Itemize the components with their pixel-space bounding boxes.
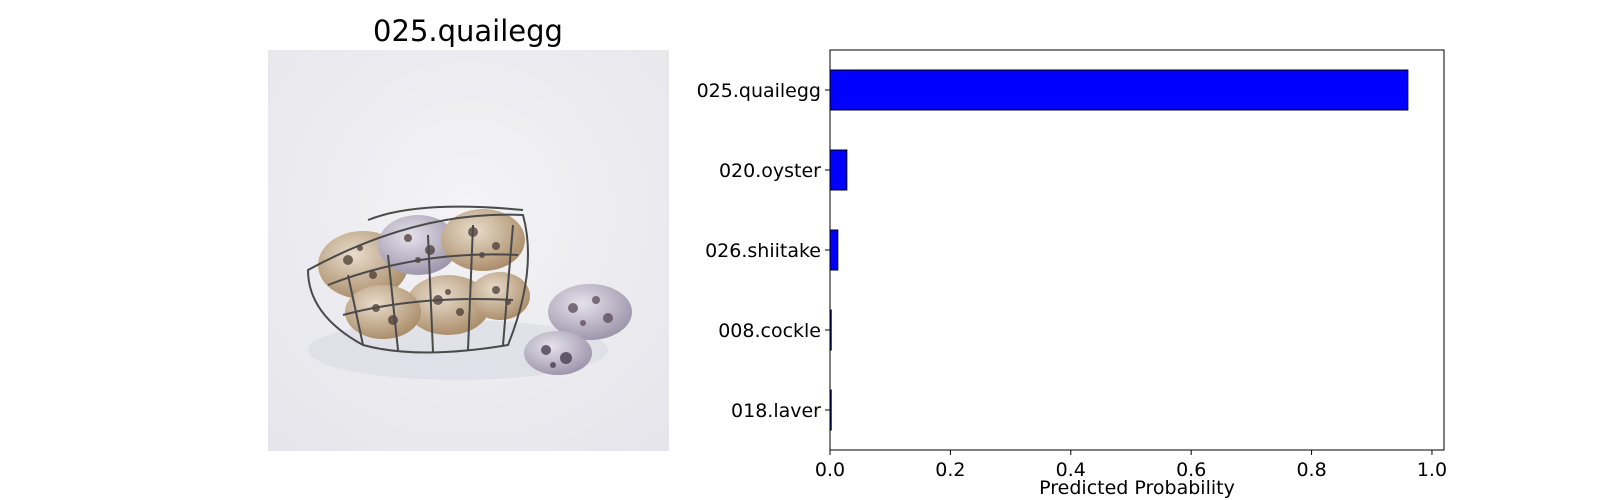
x-tick-label: 0.4 [1056,459,1086,481]
bar-025-quailegg [829,69,1409,111]
bar-020-oyster [829,149,848,191]
y-tick-label: 026.shiitake [705,240,821,262]
x-tick-label: 0.2 [935,459,965,481]
y-tick-label: 018.laver [731,400,821,422]
y-tick-label: 025.quailegg [697,80,821,102]
y-tick-label: 020.oyster [719,160,821,182]
image-title: 025.quailegg [373,14,563,48]
x-tick-label: 0.6 [1176,459,1206,481]
y-tick-label: 008.cockle [718,320,821,342]
x-tick-label: 1.0 [1417,459,1447,481]
x-axis-label: Predicted Probability [1039,477,1235,499]
bar-026-shiitake [829,229,839,271]
quail-egg-photo [268,50,669,451]
x-tick-label: 0.0 [815,459,845,481]
x-tick-label: 0.8 [1296,459,1326,481]
